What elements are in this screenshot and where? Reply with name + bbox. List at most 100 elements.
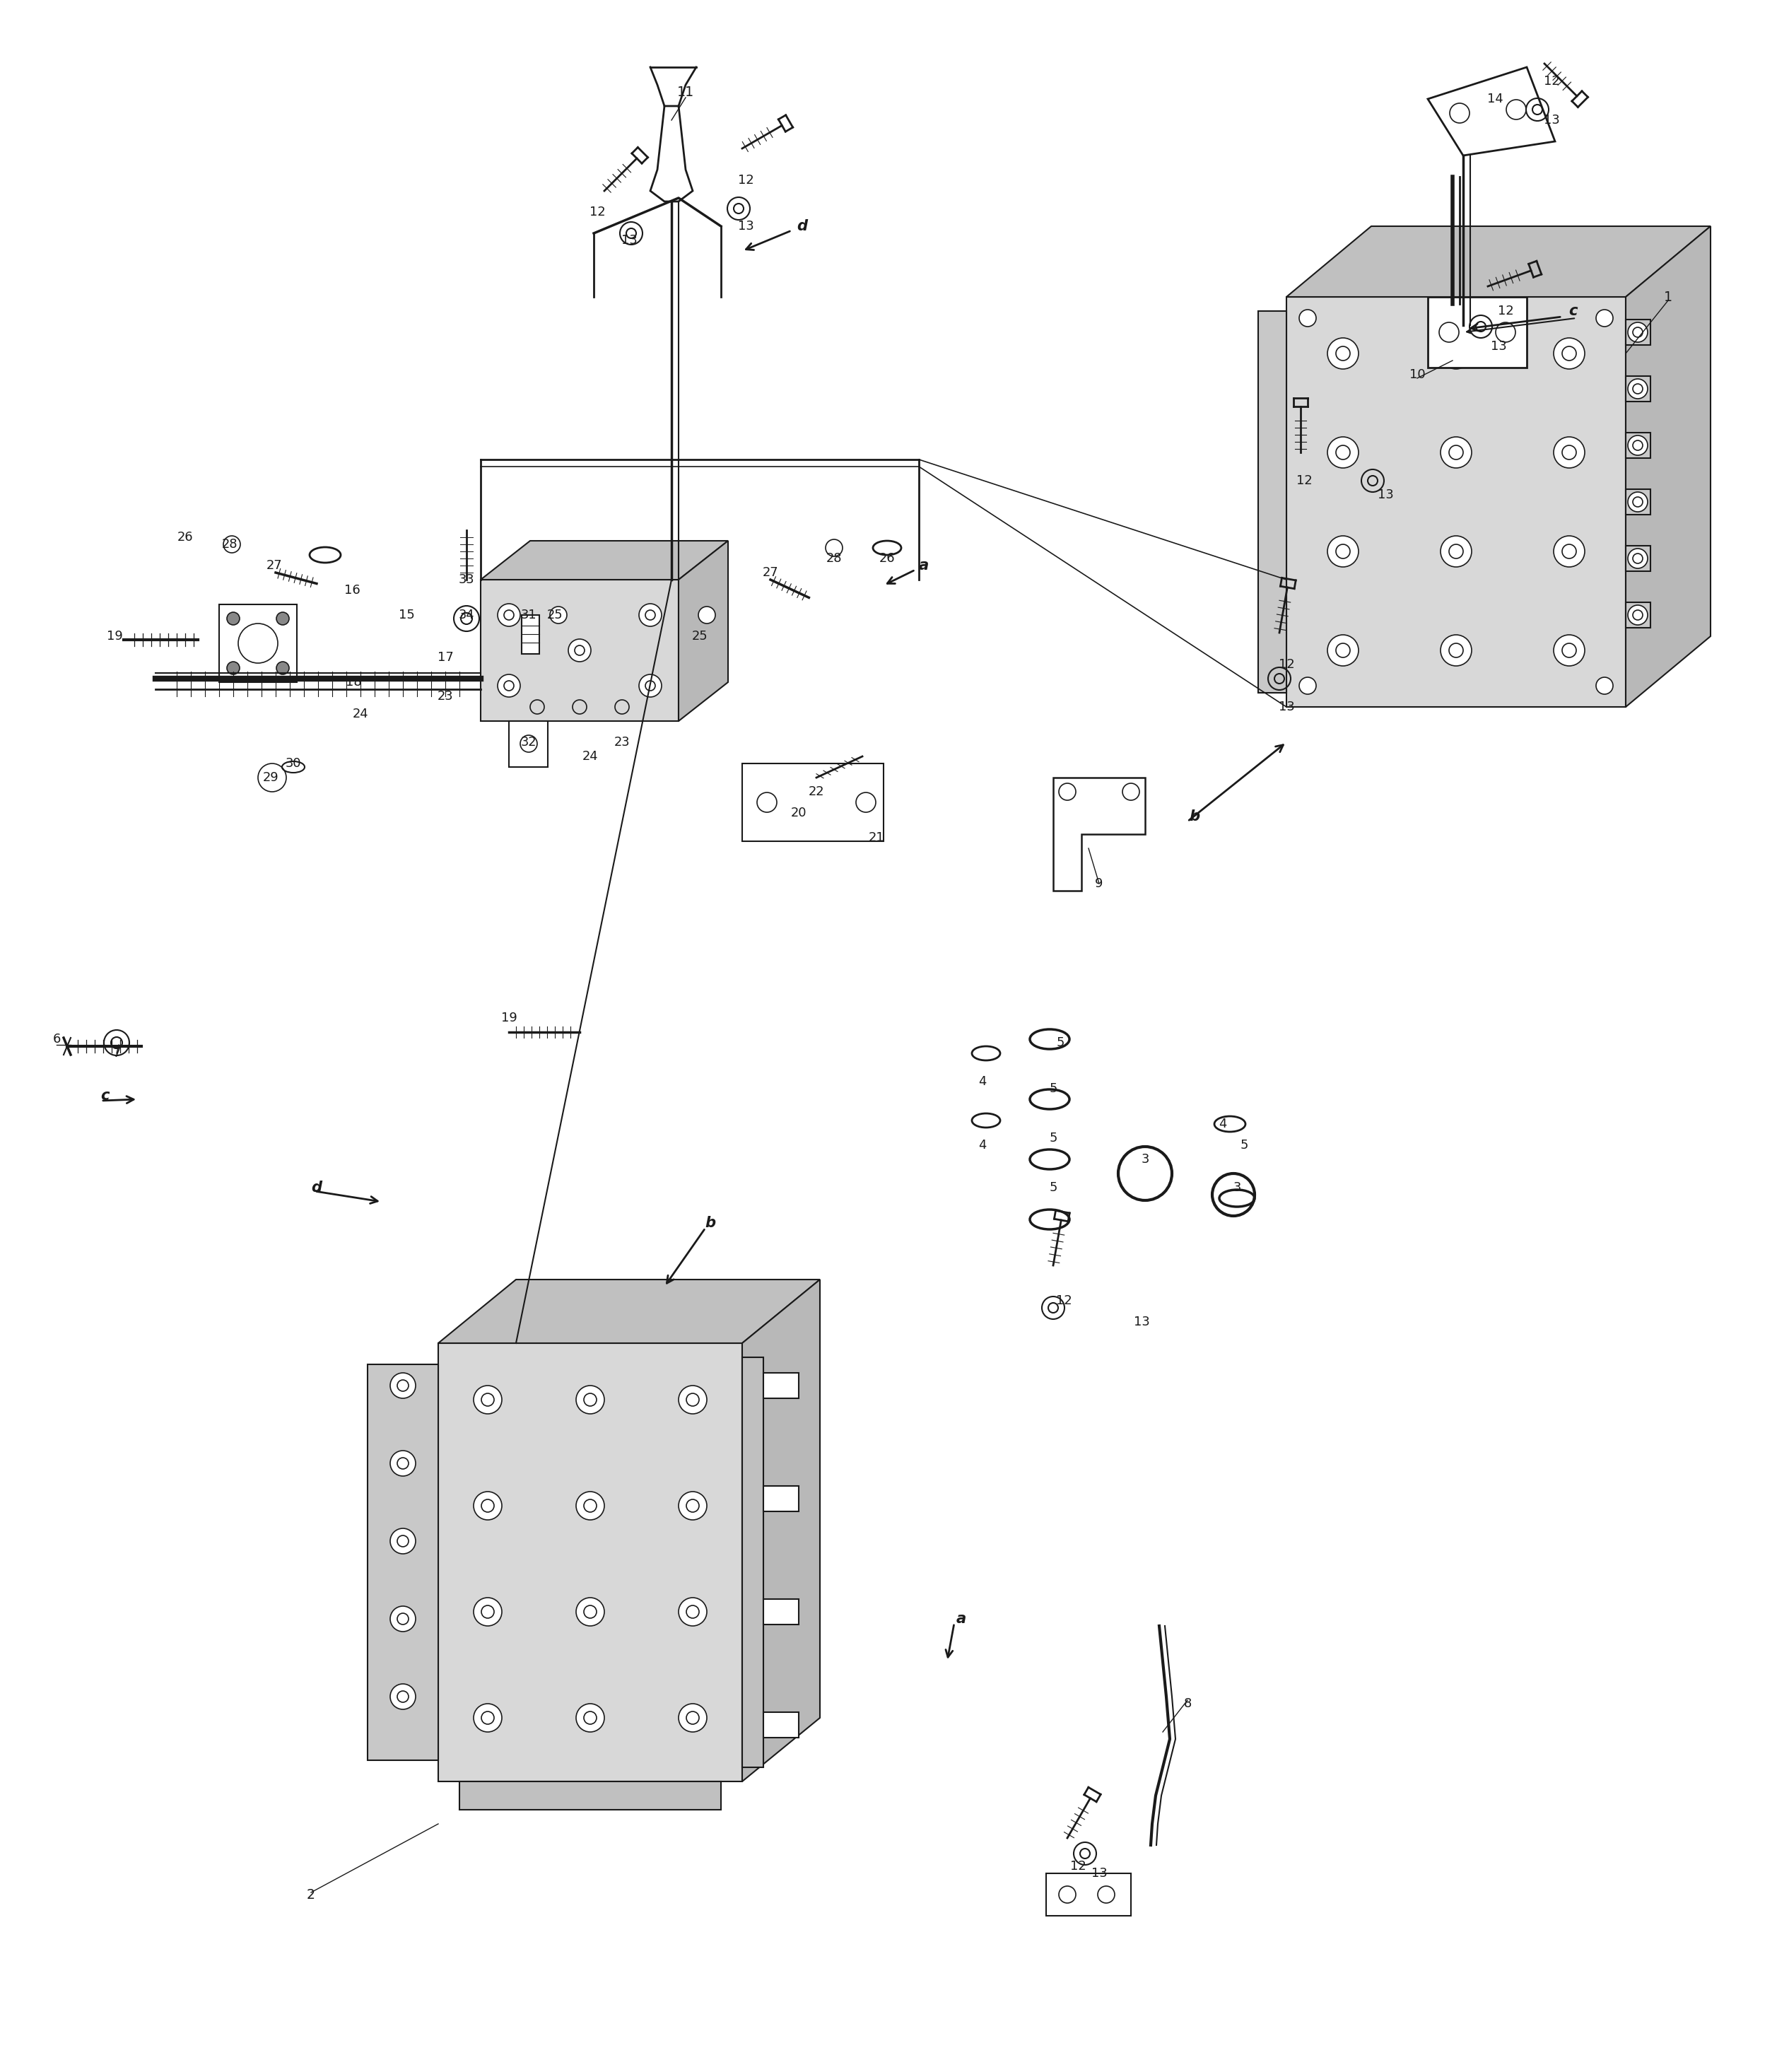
Circle shape xyxy=(497,603,521,626)
Text: 6: 6 xyxy=(52,1032,61,1046)
Text: c: c xyxy=(1569,305,1578,319)
Polygon shape xyxy=(649,106,692,201)
Circle shape xyxy=(1596,309,1614,327)
Text: 12: 12 xyxy=(1279,659,1295,671)
Bar xyxy=(1047,1873,1131,1917)
Text: 13: 13 xyxy=(1279,700,1295,713)
Polygon shape xyxy=(1626,226,1710,707)
Text: 24: 24 xyxy=(581,750,598,762)
Text: 27: 27 xyxy=(267,559,283,572)
Circle shape xyxy=(1440,634,1472,665)
Text: 33: 33 xyxy=(458,574,474,586)
Bar xyxy=(1626,489,1651,514)
Text: 5: 5 xyxy=(1240,1140,1249,1152)
Text: 20: 20 xyxy=(791,806,807,818)
Bar xyxy=(438,1343,742,1782)
Circle shape xyxy=(1327,338,1358,369)
Circle shape xyxy=(855,792,877,812)
Text: a: a xyxy=(957,1612,966,1627)
Text: 22: 22 xyxy=(809,785,825,798)
Circle shape xyxy=(1553,537,1585,568)
Text: c: c xyxy=(100,1088,109,1102)
Circle shape xyxy=(825,539,843,557)
Polygon shape xyxy=(481,541,728,580)
Text: 11: 11 xyxy=(676,85,694,99)
Text: 28: 28 xyxy=(827,551,843,566)
Text: a: a xyxy=(920,559,928,572)
Text: 16: 16 xyxy=(343,584,360,597)
Text: 4: 4 xyxy=(979,1075,986,1088)
Circle shape xyxy=(1553,437,1585,468)
Circle shape xyxy=(1628,379,1648,398)
Bar xyxy=(460,1782,721,1809)
Circle shape xyxy=(1553,634,1585,665)
Bar xyxy=(764,1374,798,1399)
Circle shape xyxy=(497,673,521,696)
Text: 3: 3 xyxy=(1233,1181,1242,1193)
Text: 18: 18 xyxy=(345,675,361,688)
Bar xyxy=(742,1357,764,1767)
Text: 30: 30 xyxy=(284,756,301,771)
Bar xyxy=(218,605,297,682)
Circle shape xyxy=(678,1386,707,1413)
Text: 12: 12 xyxy=(589,205,605,218)
Text: 19: 19 xyxy=(501,1011,517,1024)
Polygon shape xyxy=(1428,66,1555,155)
Text: 31: 31 xyxy=(521,609,537,622)
Bar xyxy=(1258,311,1286,692)
Polygon shape xyxy=(742,1280,819,1782)
Circle shape xyxy=(276,611,290,626)
Polygon shape xyxy=(1286,226,1710,296)
Text: 13: 13 xyxy=(1544,114,1560,126)
Circle shape xyxy=(639,603,662,626)
Circle shape xyxy=(474,1703,503,1732)
Text: 13: 13 xyxy=(1378,489,1394,501)
Text: d: d xyxy=(311,1181,322,1196)
Text: 12: 12 xyxy=(1497,305,1513,317)
Circle shape xyxy=(1440,537,1472,568)
Circle shape xyxy=(1449,104,1469,122)
Text: 15: 15 xyxy=(399,609,415,622)
Circle shape xyxy=(576,1703,605,1732)
Text: 5: 5 xyxy=(1056,1036,1064,1048)
Text: 13: 13 xyxy=(737,220,753,232)
Circle shape xyxy=(1628,323,1648,342)
Text: b: b xyxy=(705,1216,716,1231)
Circle shape xyxy=(1440,338,1472,369)
Circle shape xyxy=(1628,605,1648,626)
Bar xyxy=(522,615,538,655)
Circle shape xyxy=(390,1606,415,1631)
Bar xyxy=(764,1711,798,1738)
Circle shape xyxy=(227,661,240,673)
Text: 21: 21 xyxy=(868,831,884,843)
Polygon shape xyxy=(1054,777,1145,891)
Text: 34: 34 xyxy=(458,609,474,622)
Circle shape xyxy=(678,1598,707,1627)
Text: 5: 5 xyxy=(1048,1082,1057,1094)
Bar xyxy=(742,762,884,841)
Circle shape xyxy=(474,1386,503,1413)
Circle shape xyxy=(639,673,662,696)
Circle shape xyxy=(1628,549,1648,568)
Text: 23: 23 xyxy=(437,690,453,702)
Text: 28: 28 xyxy=(222,539,238,551)
Text: 5: 5 xyxy=(1048,1131,1057,1144)
Text: 26: 26 xyxy=(878,551,894,566)
Text: 7: 7 xyxy=(113,1046,120,1059)
Bar xyxy=(764,1600,798,1624)
Text: 12: 12 xyxy=(1056,1295,1072,1307)
Text: 10: 10 xyxy=(1410,369,1426,381)
Text: 5: 5 xyxy=(1048,1181,1057,1193)
Circle shape xyxy=(576,1386,605,1413)
Circle shape xyxy=(474,1492,503,1521)
Text: 13: 13 xyxy=(621,234,637,247)
Bar xyxy=(1626,433,1651,458)
Text: 13: 13 xyxy=(1091,1867,1107,1879)
Circle shape xyxy=(390,1529,415,1554)
Circle shape xyxy=(390,1685,415,1709)
Text: 23: 23 xyxy=(614,736,630,748)
Circle shape xyxy=(549,607,567,624)
Circle shape xyxy=(1506,99,1526,120)
Circle shape xyxy=(227,611,240,626)
Polygon shape xyxy=(1428,296,1526,367)
